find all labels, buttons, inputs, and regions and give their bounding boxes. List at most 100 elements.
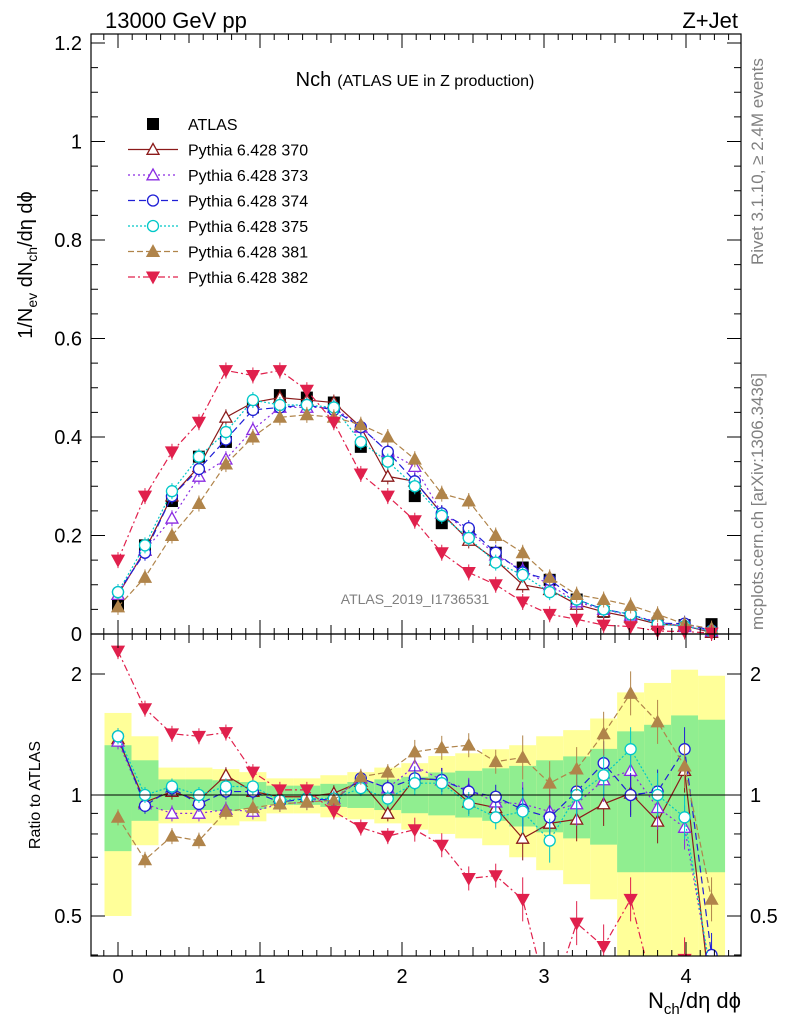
data-point [326, 416, 341, 430]
legend-marker [145, 167, 161, 181]
data-point [245, 369, 261, 383]
ratio-point [272, 784, 287, 798]
ratio-point [164, 828, 180, 842]
process-label: Z+Jet [682, 8, 738, 33]
data-point [515, 577, 530, 591]
data-point [677, 626, 692, 639]
data-point [380, 429, 395, 443]
ratio-point [218, 727, 234, 740]
ratio-band-inner [698, 719, 726, 873]
data-point [461, 493, 476, 507]
ratio-point [164, 728, 180, 742]
data-point [650, 606, 665, 620]
y-tick-label: 0.2 [54, 526, 82, 548]
ratio-point [704, 892, 719, 905]
series-line [117, 369, 712, 634]
data-point [569, 587, 584, 601]
data-point [462, 531, 475, 545]
data-point [218, 456, 234, 470]
ratio-point [597, 769, 610, 782]
ratio-point [569, 917, 584, 931]
ratio-point [488, 754, 503, 768]
ratio-point [110, 809, 126, 823]
ratio-point [543, 834, 556, 847]
ratio-point [381, 792, 394, 805]
data-point [272, 365, 287, 378]
ratio-point [515, 831, 530, 844]
data-point [218, 409, 234, 423]
ratio-point [353, 822, 368, 835]
y-tick-label: 0.6 [54, 329, 82, 351]
ratio-point [380, 806, 395, 819]
ratio-point [191, 806, 207, 819]
data-point [542, 608, 557, 622]
data-point [380, 490, 395, 504]
data-point [354, 435, 367, 449]
data-point [488, 579, 503, 593]
data-point [407, 515, 422, 529]
legend-label: Pythia 6.428 382 [188, 270, 308, 287]
ratio-point [245, 800, 261, 814]
ratio-point [435, 777, 448, 790]
y-tick-label: 0 [71, 624, 82, 646]
ratio-point [407, 824, 422, 837]
chart-title: Nch (ATLAS UE in Z production) [296, 69, 535, 91]
data-point [353, 468, 368, 482]
data-point [219, 425, 233, 439]
ratio-point [489, 790, 502, 803]
ratio-point [678, 811, 691, 824]
legend-label: Pythia 6.428 370 [188, 143, 308, 160]
legend-marker [147, 118, 159, 130]
ratio-point [434, 839, 449, 853]
ratio-point [624, 743, 637, 756]
ratio-point [326, 806, 341, 819]
ratio-point [515, 750, 530, 763]
ratio-y-tick-label: 1 [71, 785, 82, 807]
y-axis-label: 1/Nev dNch/dη dϕ [15, 191, 40, 339]
ratio-point [137, 703, 153, 716]
data-point [542, 570, 557, 583]
ratio-point [516, 805, 529, 818]
ratio-point [650, 714, 665, 728]
ratio-point [461, 737, 476, 751]
y-tick-label: 1 [71, 132, 82, 154]
ratio-point [246, 780, 260, 793]
data-point [299, 407, 314, 421]
legend-marker [145, 271, 161, 285]
ratio-point [299, 784, 314, 798]
ratio-line [117, 650, 646, 956]
ratio-point [111, 730, 125, 743]
ratio-point [353, 769, 368, 783]
ratio-point [515, 893, 530, 907]
ratio-point [245, 766, 261, 780]
ratio-point [462, 797, 475, 811]
ratio-y-tick-label: 2 [71, 664, 82, 686]
ratio-point [219, 780, 233, 793]
y-tick-label: 0.4 [54, 427, 82, 449]
top-series-layer [110, 362, 719, 642]
data-point [623, 598, 638, 611]
ratio-point [408, 777, 421, 790]
data-point [569, 613, 584, 627]
data-point [218, 365, 234, 378]
ratio-y-axis-label: Ratio to ATLAS [27, 741, 44, 849]
ratio-y-tick-label-right: 1 [750, 785, 761, 807]
data-point [164, 528, 180, 541]
data-point [164, 446, 180, 460]
ratio-point [380, 830, 395, 844]
ratio-point [596, 940, 611, 954]
legend-label: Pythia 6.428 373 [188, 168, 308, 185]
legend-marker [145, 244, 161, 257]
data-point [596, 619, 611, 633]
ratio-point [164, 806, 180, 819]
data-point [353, 417, 368, 431]
legend-label: ATLAS [188, 117, 238, 134]
legend-marker [146, 219, 160, 233]
y-tick-label: 1.2 [54, 33, 82, 55]
legend: ATLAS Pythia 6.428 370 Pythia 6.428 373 Pyt… [128, 117, 308, 287]
data-point [516, 568, 529, 582]
data-point [543, 585, 556, 599]
legend-marker [146, 194, 160, 207]
ratio-y-tick-label: 0.5 [54, 906, 82, 928]
